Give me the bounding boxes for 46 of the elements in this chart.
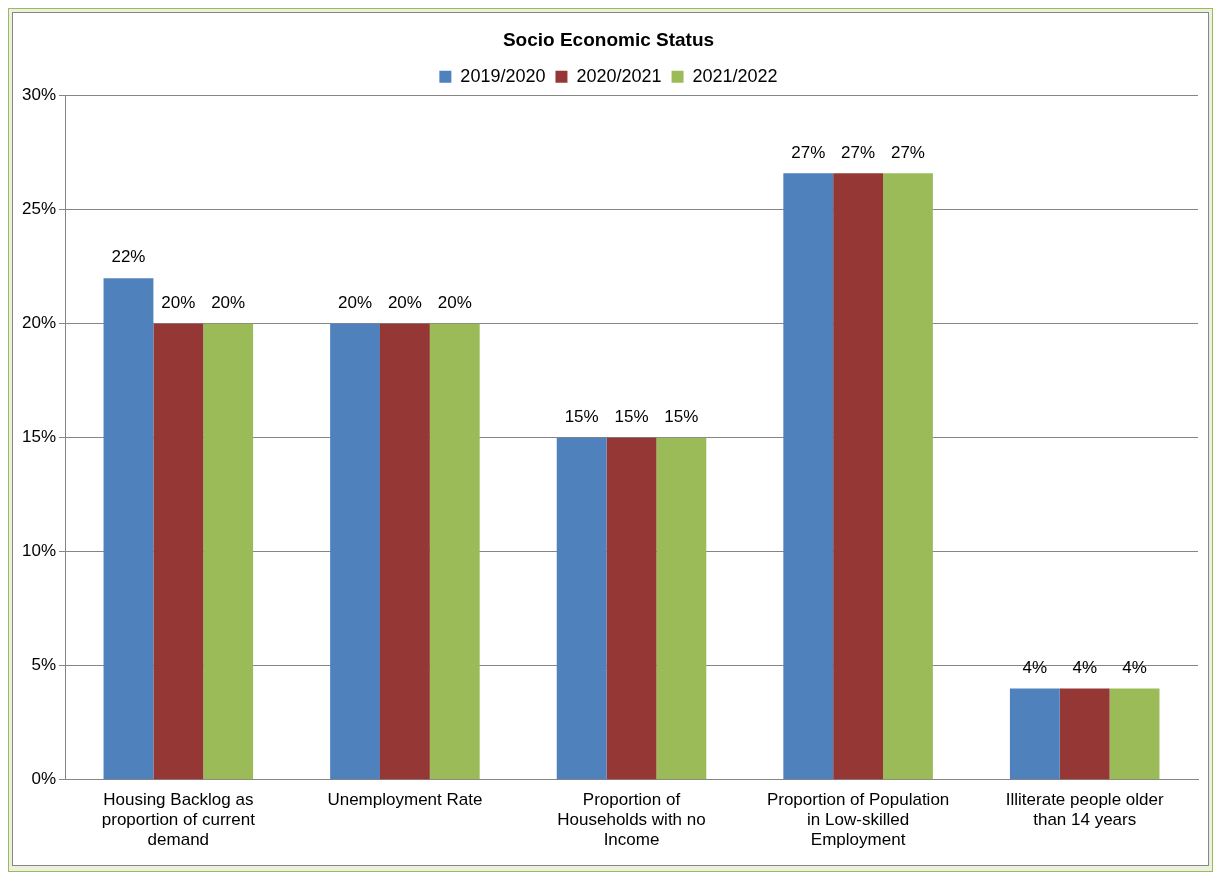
data-label: 20% <box>161 292 196 312</box>
x-tick-label: Illiterate people older than 14 years <box>1005 789 1164 830</box>
x-tick-label: Unemployment Rate <box>327 789 483 809</box>
bar <box>379 323 430 780</box>
bar <box>656 437 707 780</box>
bar <box>783 173 834 780</box>
legend-label: 2020/2021 <box>576 65 662 86</box>
y-tick-label: 15% <box>21 427 57 447</box>
bar <box>556 437 607 780</box>
data-label: 15% <box>614 406 649 426</box>
y-tick-label: 20% <box>21 313 57 333</box>
bar <box>1009 688 1060 780</box>
data-label: 20% <box>338 292 373 312</box>
y-tick-label: 5% <box>31 655 57 675</box>
bar <box>833 173 884 780</box>
data-label: 15% <box>564 406 599 426</box>
bar <box>606 437 657 780</box>
data-label: 20% <box>211 292 246 312</box>
data-label: 20% <box>387 292 422 312</box>
x-tick-label: Housing Backlog as proportion of current demand <box>101 789 256 850</box>
legend-label: 2019/2020 <box>460 65 546 86</box>
y-tick-label: 30% <box>21 85 57 105</box>
chart-title: Socio Economic Status <box>502 28 715 50</box>
data-label: 20% <box>437 292 472 312</box>
x-tick-label: Proportion of Households with no Income <box>557 789 706 850</box>
x-tick-label: Proportion of Population in Low-skilled Employment <box>766 789 950 850</box>
y-tick-label: 10% <box>21 541 57 561</box>
bar <box>1059 688 1110 780</box>
bar <box>883 173 933 780</box>
legend-label: 2021/2022 <box>692 65 778 86</box>
data-label: 4% <box>1122 657 1147 677</box>
y-tick-label: 25% <box>21 199 57 219</box>
data-label: 27% <box>841 142 876 162</box>
bar <box>1109 688 1160 780</box>
bar <box>153 323 204 780</box>
data-label: 22% <box>111 247 146 267</box>
data-label: 27% <box>791 142 826 162</box>
data-label: 4% <box>1022 657 1048 677</box>
data-label: 4% <box>1072 657 1097 677</box>
bar <box>103 278 154 780</box>
data-label: 27% <box>890 142 925 162</box>
data-label: 15% <box>664 406 699 426</box>
bar <box>203 323 254 780</box>
bar <box>429 323 480 780</box>
bar <box>330 323 380 780</box>
y-tick-label: 0% <box>31 769 57 789</box>
